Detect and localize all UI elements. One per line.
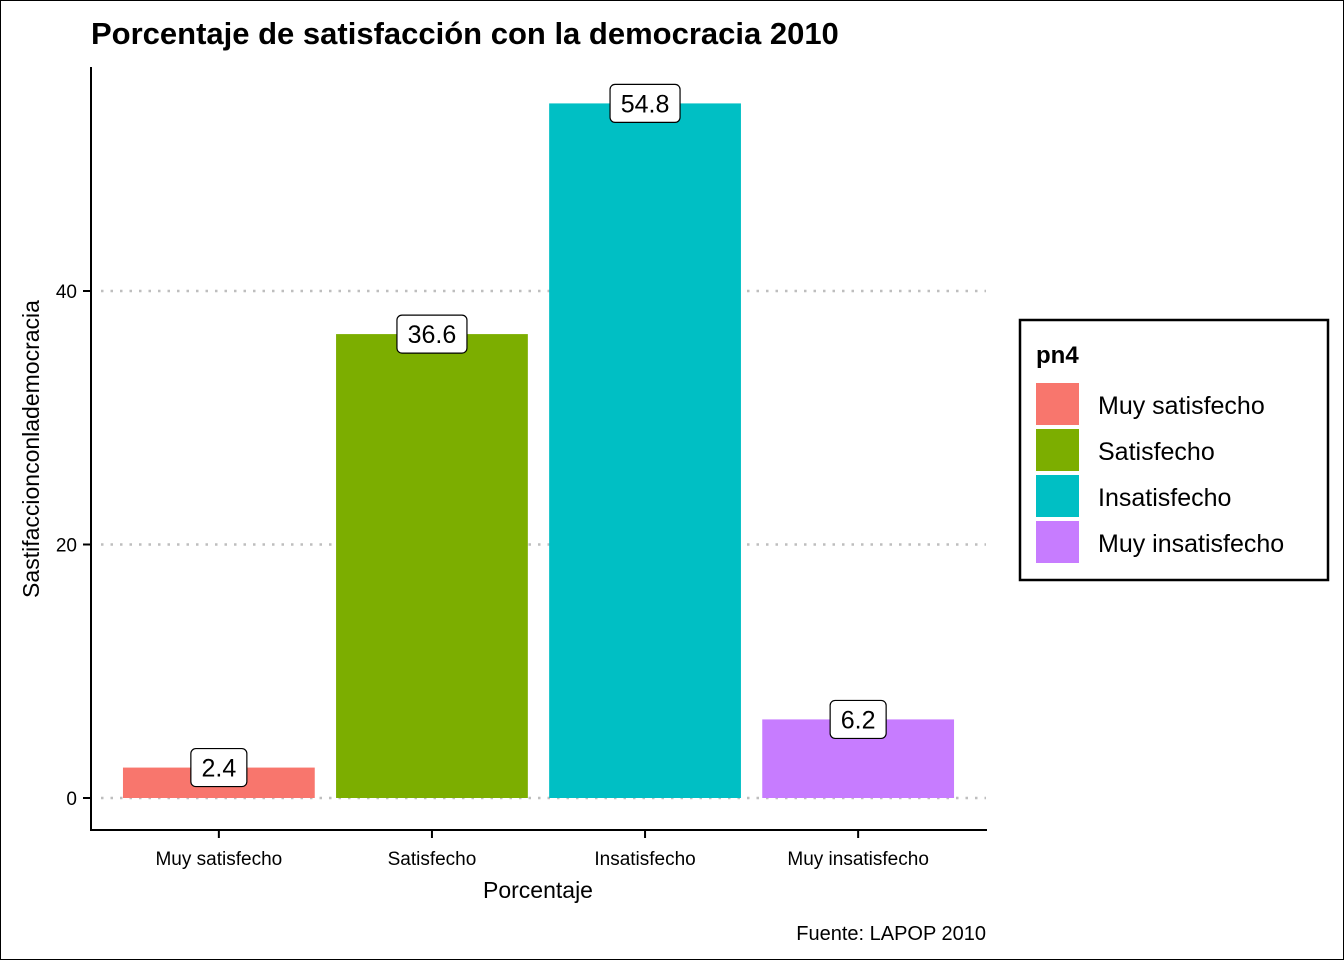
- legend-swatch: [1036, 521, 1079, 563]
- legend-label: Muy insatisfecho: [1098, 530, 1284, 558]
- data-label-text: 6.2: [841, 706, 876, 734]
- data-label: 6.2: [829, 699, 887, 740]
- data-label-box: [829, 699, 887, 740]
- legend-label: Muy satisfecho: [1098, 392, 1265, 420]
- x-tick-label: Muy satisfecho: [155, 849, 282, 870]
- legend-swatch: [1036, 475, 1079, 517]
- y-tick-label: 0: [66, 789, 77, 810]
- bar-satisfecho: [336, 334, 528, 798]
- legend-swatch: [1036, 383, 1079, 425]
- legend-items: Muy satisfecho Satisfecho Insatisfecho Muy …: [1036, 383, 1284, 563]
- legend: pn4 Muy satisfecho Satisfecho Insatisfecho…: [1018, 318, 1330, 582]
- data-label: 36.6: [396, 314, 468, 354]
- data-label-text: 2.4: [201, 755, 236, 783]
- data-label-text: 36.6: [408, 321, 457, 349]
- data-label-text: 54.8: [621, 90, 670, 118]
- x-axis-label: Porcentaje: [483, 877, 593, 903]
- y-tick-label: 20: [56, 536, 77, 557]
- data-label-box: [396, 314, 468, 354]
- y-axis-label: Sastifaccionconlademocracia: [18, 300, 44, 598]
- chart-title: Porcentaje de satisfacción con la democr…: [91, 16, 839, 51]
- bars: [122, 103, 955, 798]
- x-tick-label: Satisfecho: [388, 849, 477, 870]
- data-label-box: [190, 747, 248, 788]
- caption: Fuente: LAPOP 2010: [796, 923, 986, 945]
- legend-title: pn4: [1036, 342, 1079, 369]
- x-ticks: Muy satisfecho Satisfecho Insatisfecho Muy …: [155, 830, 929, 870]
- data-labels: 2.4 36.6 54.8 6.2: [190, 83, 887, 788]
- x-tick-label: Muy insatisfecho: [787, 849, 929, 870]
- legend-label: Insatisfecho: [1098, 484, 1231, 512]
- data-label: 2.4: [190, 747, 248, 788]
- legend-swatch: [1036, 429, 1079, 471]
- y-ticks: 0 20 40: [56, 282, 91, 810]
- data-label-box: [609, 83, 681, 124]
- x-tick-label: Insatisfecho: [594, 849, 695, 870]
- y-tick-label: 40: [56, 282, 77, 303]
- bar-insatisfecho: [549, 103, 741, 798]
- data-label: 54.8: [609, 83, 681, 124]
- legend-label: Satisfecho: [1098, 438, 1215, 466]
